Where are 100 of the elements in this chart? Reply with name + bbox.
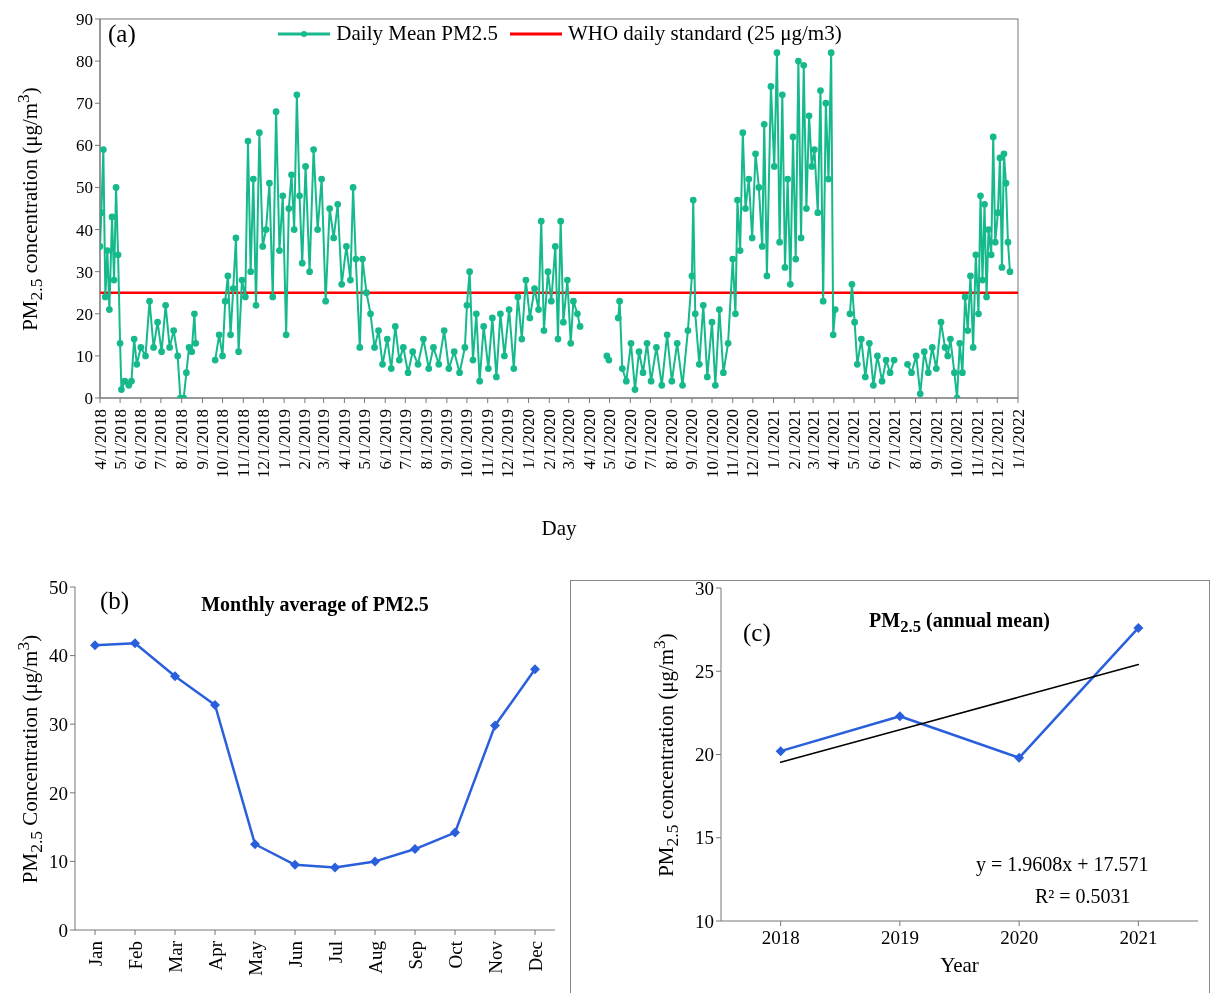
y-tick-label: 0	[84, 389, 93, 409]
x-axis-title: Year	[940, 952, 979, 978]
x-tick-label: 1/1/2020	[519, 409, 539, 470]
x-tick-label: 5/1/2020	[600, 409, 620, 470]
x-tick-label: 10/1/2019	[457, 409, 477, 478]
y-tick-label: 20	[695, 744, 714, 766]
point	[450, 827, 460, 838]
x-tick-label: 6/1/2020	[620, 409, 640, 470]
legend-label: WHO daily standard (25 μg/m3)	[567, 21, 842, 46]
x-tick-label: 8/1/2020	[661, 409, 681, 470]
x-tick-label: Sep	[404, 941, 426, 970]
point	[250, 839, 260, 850]
chart-title: Monthly average of PM2.5	[201, 593, 429, 616]
x-tick-label: 12/1/2018	[253, 409, 273, 478]
x-tick-label: 10/1/2021	[946, 409, 966, 478]
x-tick-label: 2020	[1000, 927, 1039, 948]
point	[170, 671, 180, 682]
point	[370, 856, 380, 867]
x-tick-label: 5/1/2021	[844, 409, 864, 470]
point	[1014, 752, 1025, 763]
x-tick-label: 4/1/2020	[579, 409, 599, 470]
y-tick-label: 90	[76, 10, 93, 30]
text: PM$_{2.5}$ (annual mean)	[869, 609, 1050, 637]
x-tick-label: 9/1/2019	[437, 409, 457, 470]
x-tick-label: 9/1/2021	[926, 409, 946, 470]
x-tick-label: 4/1/2019	[334, 409, 354, 470]
x-tick-label: 7/1/2019	[395, 409, 415, 470]
x-tick-label: 2021	[1119, 927, 1158, 948]
x-tick-label: Jul	[324, 941, 346, 964]
point	[530, 664, 540, 675]
x-tick-label: Nov	[484, 940, 506, 974]
annotation: (b)	[100, 587, 130, 615]
x-tick-label: 6/1/2021	[865, 409, 885, 470]
x-tick-label: 3/1/2019	[314, 409, 334, 470]
x-tick-label: 11/1/2019	[478, 409, 498, 478]
x-tick-label: 8/1/2019	[416, 409, 436, 470]
x-tick-label: 5/1/2018	[110, 409, 130, 470]
y-tick-label: 40	[49, 645, 68, 667]
x-tick-label: 4/1/2018	[90, 409, 110, 470]
x-tick-label: 1/1/2019	[274, 409, 294, 470]
point	[130, 638, 140, 649]
x-tick-label: Oct	[444, 940, 466, 969]
y-tick-label: 0	[58, 919, 68, 941]
x-tick-label: 2019	[880, 927, 919, 948]
x-tick-label: 8/1/2018	[172, 409, 192, 470]
x-tick-label: 7/1/2018	[151, 409, 171, 470]
x-tick-label: 11/1/2018	[233, 409, 253, 478]
point	[1133, 622, 1144, 633]
x-tick-label: 4/1/2021	[824, 409, 844, 470]
point	[210, 699, 220, 710]
x-tick-label: 12/1/2019	[498, 409, 518, 478]
x-tick-label: Aug	[364, 940, 386, 974]
x-tick-label: 10/1/2020	[702, 409, 722, 478]
x-tick-label: 8/1/2021	[906, 409, 926, 470]
y-tick-label: 20	[49, 782, 68, 804]
x-tick-label: 11/1/2020	[723, 409, 743, 478]
x-tick-label: 2018	[761, 927, 800, 948]
x-tick-label: 11/1/2021	[967, 409, 987, 478]
y-tick-label: 30	[76, 262, 93, 282]
x-tick-label: 6/1/2019	[375, 409, 395, 470]
x-tick-label: 9/1/2018	[192, 409, 212, 470]
x-tick-label: Jan	[84, 940, 106, 967]
x-tick-label: 2/1/2020	[539, 409, 559, 470]
x-tick-label: 9/1/2020	[682, 409, 702, 470]
y-tick-label: 10	[49, 851, 68, 873]
x-tick-label: 12/1/2020	[743, 409, 763, 478]
y-tick-label: 50	[49, 576, 68, 598]
annotation: R² = 0.5031	[1035, 885, 1131, 908]
x-tick-label: Feb	[124, 941, 146, 970]
annotation: (a)	[108, 20, 136, 48]
point	[410, 844, 420, 855]
y-tick-label: 15	[695, 827, 714, 849]
y-tick-label: 30	[695, 577, 714, 599]
y-tick-label: 50	[76, 178, 93, 198]
x-tick-label: 5/1/2019	[354, 409, 374, 470]
x-tick-label: 3/1/2020	[559, 409, 579, 470]
y-tick-label: 70	[76, 94, 93, 114]
point	[90, 640, 100, 651]
x-tick-label: 1/1/2022	[1008, 409, 1028, 470]
x-tick-label: 7/1/2020	[640, 409, 660, 470]
x-tick-label: Mar	[164, 940, 186, 973]
x-tick-label: Dec	[524, 941, 546, 972]
x-tick-label: 2/1/2019	[295, 409, 315, 470]
x-tick-label: 3/1/2021	[803, 409, 823, 470]
point	[330, 862, 340, 873]
x-tick-label: 1/1/2021	[764, 409, 784, 470]
y-tick-label: 25	[695, 660, 714, 682]
y-tick-label: 40	[76, 220, 93, 240]
line-series	[779, 663, 1140, 764]
x-tick-label: 2/1/2021	[784, 409, 804, 470]
x-tick-label: 6/1/2018	[131, 409, 151, 470]
x-axis-title: Day	[541, 515, 577, 541]
y-tick-label: 10	[695, 910, 714, 932]
x-tick-label: Apr	[204, 940, 226, 971]
annotation: (c)	[743, 619, 771, 647]
legend-label: Daily Mean PM2.5	[336, 21, 498, 46]
y-tick-label: 80	[76, 52, 93, 72]
y-tick-label: 20	[76, 304, 93, 324]
point	[490, 720, 500, 731]
y-tick-label: 10	[76, 346, 93, 366]
